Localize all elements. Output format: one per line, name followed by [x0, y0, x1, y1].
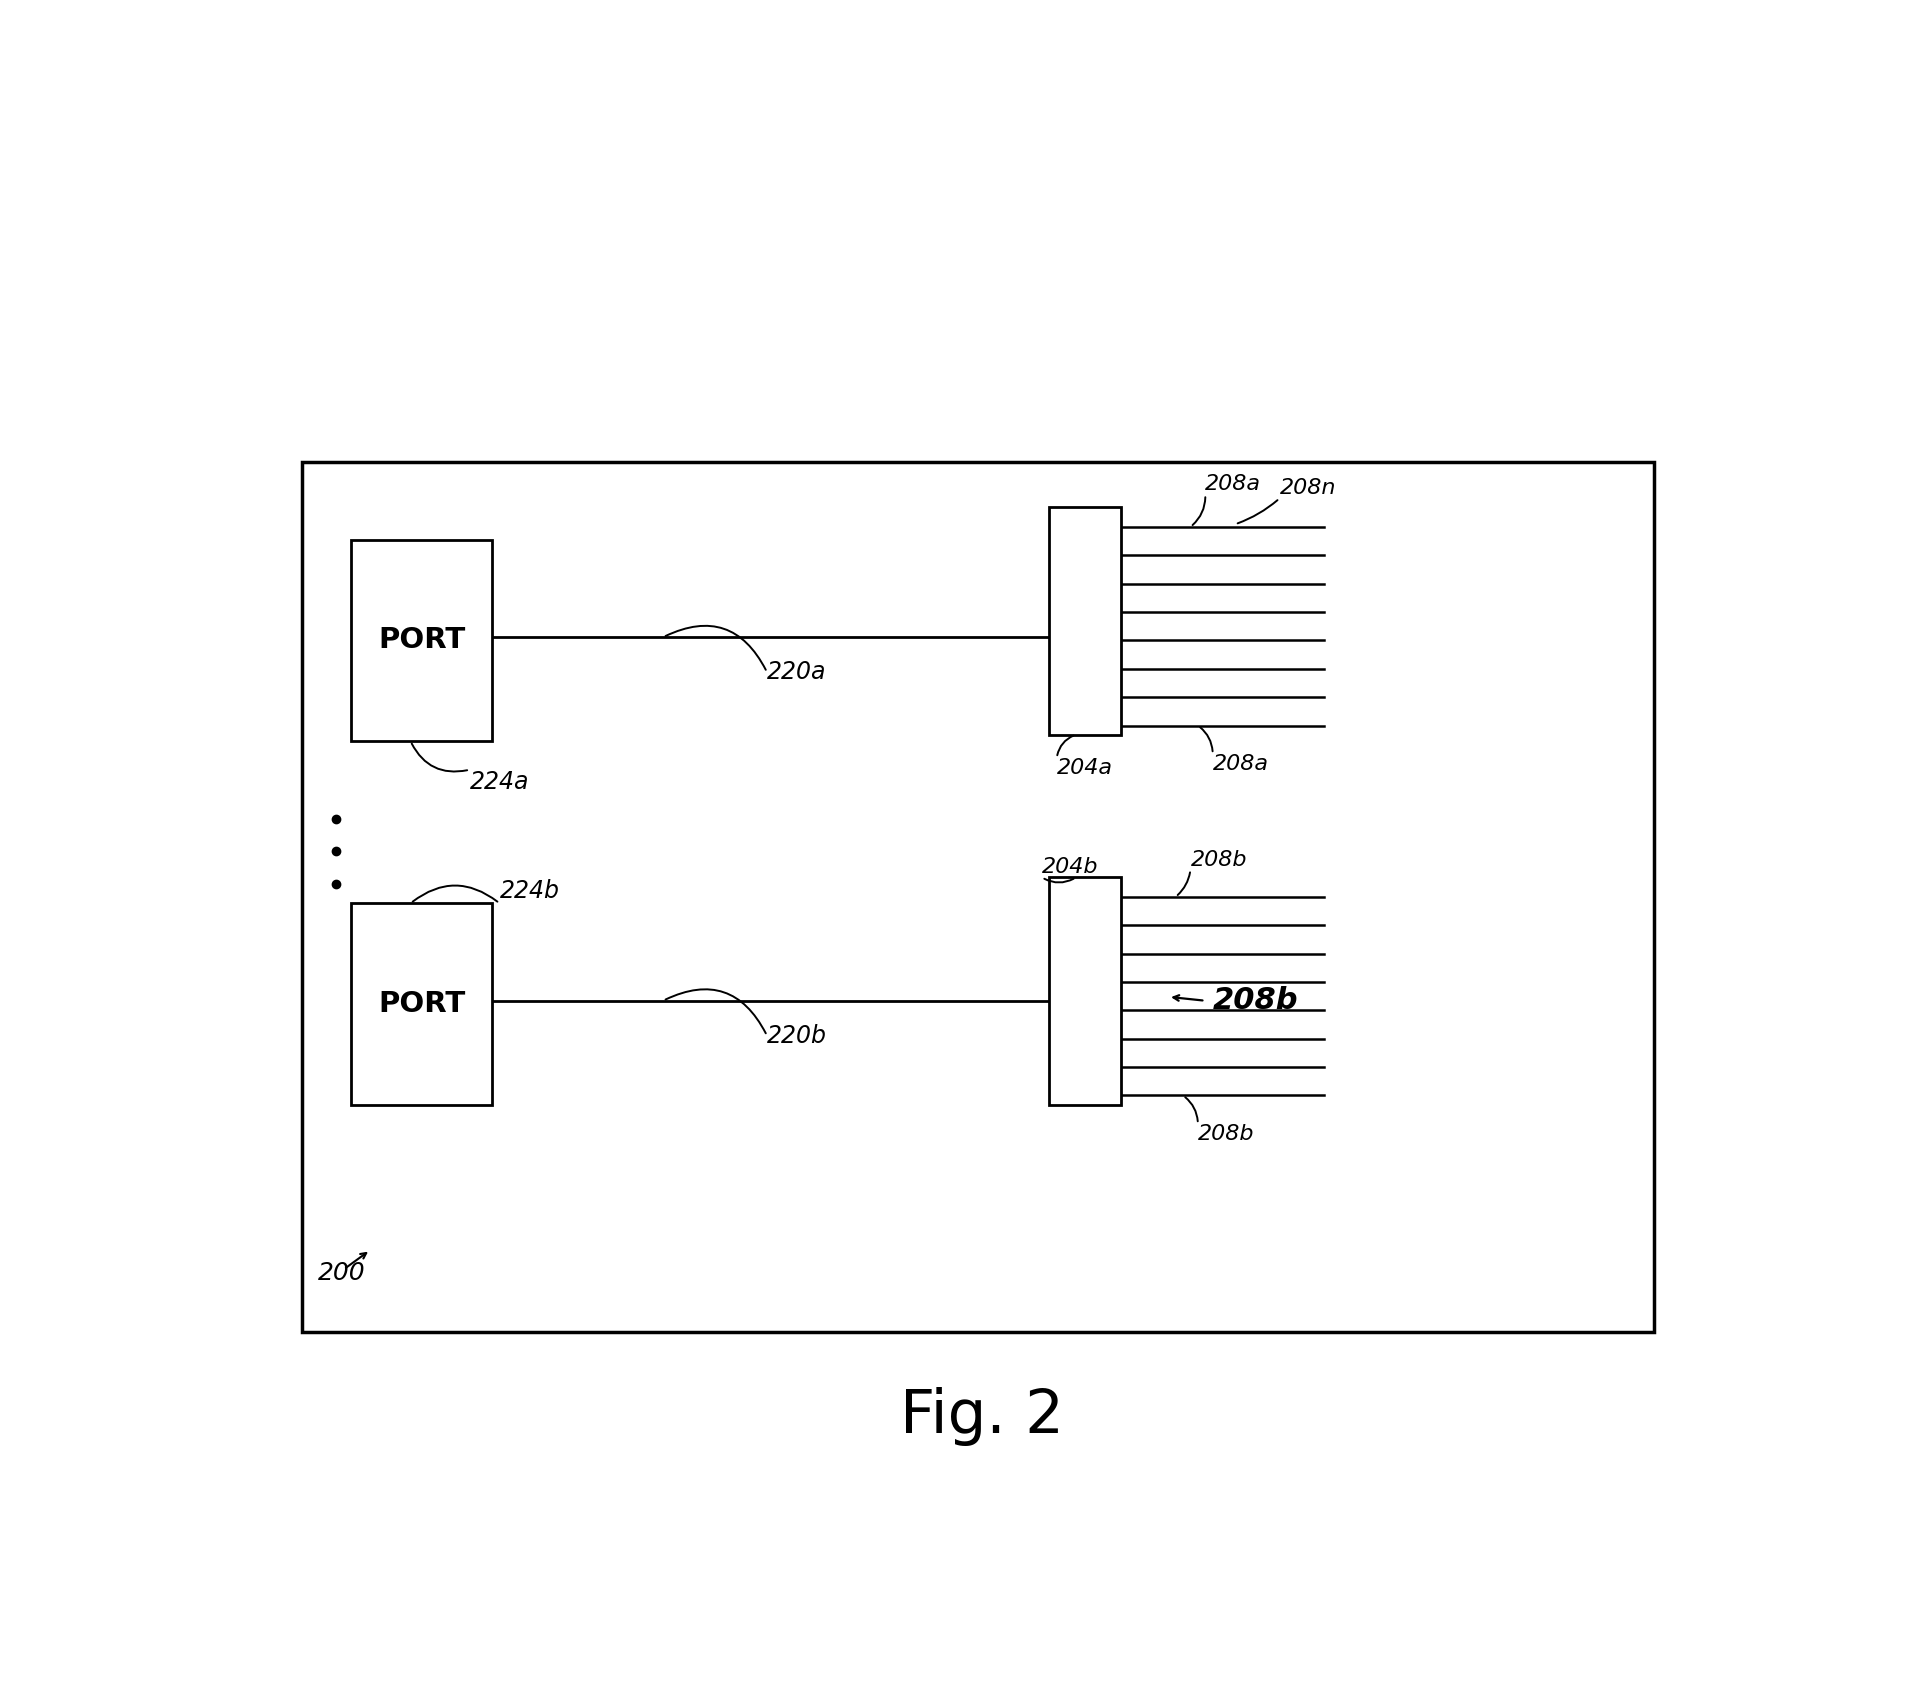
Text: PORT: PORT: [378, 990, 466, 1018]
Text: 208n: 208n: [1281, 479, 1336, 499]
Text: 208b: 208b: [1213, 986, 1298, 1015]
Text: 208b: 208b: [1198, 1125, 1254, 1145]
Text: 224b: 224b: [500, 880, 560, 904]
Text: 220a: 220a: [767, 661, 826, 685]
Text: 208b: 208b: [1190, 850, 1246, 870]
Text: 208a: 208a: [1206, 474, 1261, 494]
Bar: [1049, 507, 1121, 735]
Text: 220b: 220b: [767, 1023, 826, 1047]
Text: Fig. 2: Fig. 2: [901, 1386, 1064, 1445]
Text: PORT: PORT: [378, 627, 466, 654]
Bar: [351, 540, 493, 742]
Text: 200: 200: [318, 1261, 366, 1285]
Bar: [1049, 877, 1121, 1104]
Bar: [303, 462, 1654, 1332]
Text: 208a: 208a: [1213, 754, 1269, 774]
Text: 204b: 204b: [1043, 858, 1098, 877]
Text: 224a: 224a: [470, 769, 529, 794]
Text: 204a: 204a: [1056, 759, 1112, 777]
Bar: [351, 904, 493, 1104]
